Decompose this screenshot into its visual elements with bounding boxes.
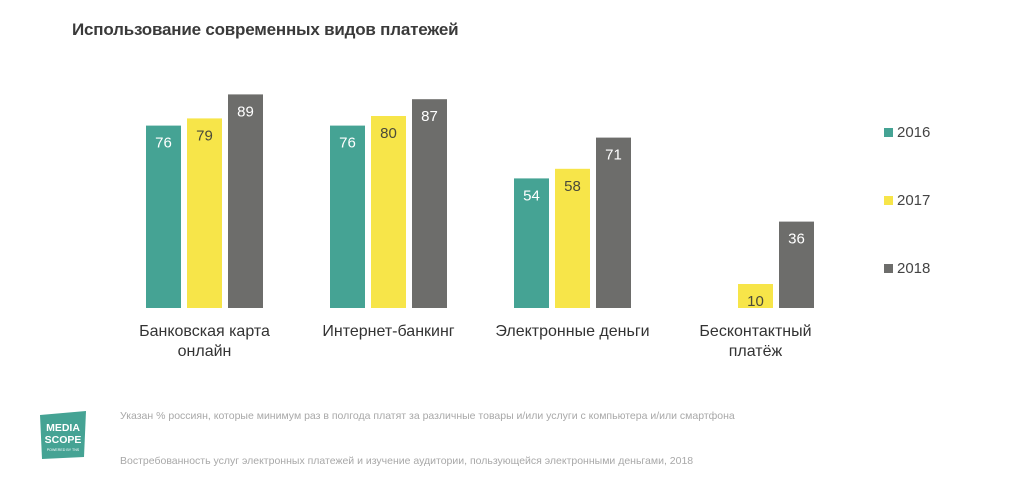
legend-swatch-2017: [884, 195, 893, 205]
value-label-2018-0: 89: [237, 103, 254, 120]
bar-2018-0: [228, 94, 263, 309]
category-label-3-0: Бесконтактный: [699, 323, 811, 340]
legend-label-2018: 2018: [897, 259, 931, 277]
svg-text:MEDIA: MEDIA: [46, 422, 80, 434]
bar-2016-1: [330, 125, 365, 308]
value-label-2018-2: 71: [605, 147, 622, 164]
legend-swatch-2018: [884, 263, 893, 273]
bar-2017-0: [187, 118, 222, 309]
chart-title: Использование современных видов платежей: [72, 20, 459, 39]
category-label-0-1: онлайн: [178, 343, 232, 360]
category-label-2-0: Электронные деньги: [495, 323, 649, 340]
value-label-2017-2: 58: [564, 178, 581, 195]
legend-item-2016: 2016: [884, 123, 930, 141]
bar-2017-1: [371, 116, 406, 308]
value-label-2018-3: 36: [788, 231, 805, 248]
footnote-sample: Указан % россиян, которые минимум раз в …: [120, 410, 735, 422]
category-label-1-0: Интернет-банкинг: [322, 323, 454, 340]
bar-2017-2: [555, 168, 590, 308]
value-label-2016-0: 76: [155, 135, 172, 152]
category-label-3-1: платёж: [729, 343, 783, 360]
bar-chart: 76 79 89 Банковская карта онлайн 76 80 87 Интерн…: [139, 94, 814, 360]
svg-text:POWERED BY TNS: POWERED BY TNS: [47, 448, 80, 452]
value-label-2016-1: 76: [339, 135, 356, 152]
footnote-source: Востребованность услуг электронных плате…: [120, 455, 694, 467]
value-label-2016-2: 54: [523, 187, 540, 204]
legend-label-2017: 2017: [897, 191, 931, 209]
legend-item-2018: 2018: [884, 259, 930, 277]
bar-2018-1: [412, 99, 447, 308]
legend-swatch-2016: [884, 127, 893, 137]
bar-2018-3: [779, 221, 814, 308]
bar-2016-0: [146, 125, 181, 308]
legend-label-2016: 2016: [897, 123, 931, 141]
bar-2018-2: [596, 137, 631, 308]
value-label-2017-1: 80: [380, 125, 397, 142]
bar-2017-3: [738, 284, 773, 308]
value-label-2017-0: 79: [196, 127, 213, 144]
category-label-0-0: Банковская карта: [139, 323, 270, 340]
value-label-2018-1: 87: [421, 108, 438, 125]
mediascope-logo: MEDIA SCOPE POWERED BY TNS: [40, 411, 86, 459]
bar-2016-2: [514, 178, 549, 308]
legend-item-2017: 2017: [884, 191, 930, 209]
value-label-2017-3: 10: [747, 293, 764, 310]
svg-text:SCOPE: SCOPE: [45, 434, 82, 446]
